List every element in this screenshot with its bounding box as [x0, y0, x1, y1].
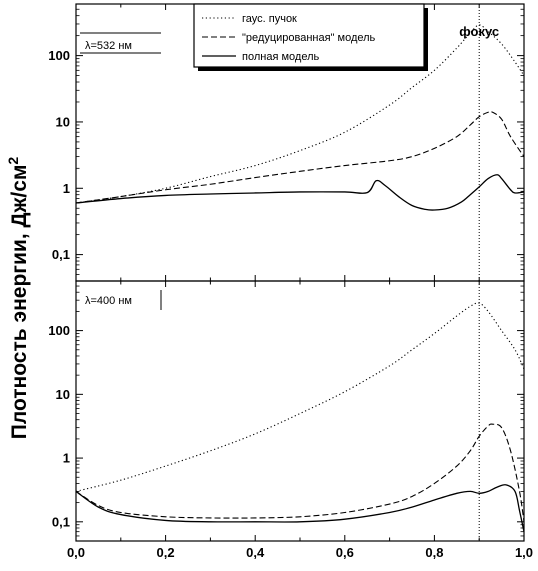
panel-2-series-2-line — [76, 423, 524, 522]
x-tick-label: 0,0 — [67, 545, 85, 560]
panel-2-y-tick-label: 100 — [48, 323, 70, 338]
y-axis-label: Плотность энергии, Дж/см2 — [5, 157, 31, 440]
panel-2-y-tick-label: 10 — [56, 387, 70, 402]
panel-2-series-3-line — [76, 484, 524, 532]
panel-2-series-1-line — [76, 302, 524, 492]
panel-1-series-1-line — [76, 24, 524, 204]
panel-2-y-tick-label: 0,1 — [52, 514, 70, 529]
panel-2-y-tick-label: 1 — [63, 451, 70, 466]
y-axis-label-text: Плотность энергии, Дж/см — [8, 165, 31, 440]
panel-1-y-tick-label: 10 — [56, 114, 70, 129]
plot-layer — [76, 4, 524, 541]
panel-2-frame — [75, 280, 525, 542]
panel-1-wavelength-label: λ=532 нм — [85, 40, 132, 52]
panel-1-y-tick-label: 1 — [63, 181, 70, 196]
panel-2-wavelength-label: λ=400 нм — [85, 295, 132, 307]
x-tick-label: 1,0 — [515, 545, 533, 560]
legend-label-1: гаус. пучок — [242, 13, 297, 25]
focus-label: фокус — [459, 24, 499, 39]
legend-label-2: "редуцированная" модель — [242, 32, 376, 44]
axes-layer: 0,1 1 10 100 λ=532 нм 0,1 1 10 100 λ=400 нм 0,0 0,2… — [48, 3, 533, 560]
panel-1-series-2-line — [76, 110, 524, 204]
panel-1-y-tick-label: 100 — [48, 48, 70, 63]
x-tick-label: 0,2 — [157, 545, 175, 560]
legend-layer: гаус. пучок "редуцированная" модель полная… — [193, 3, 428, 71]
x-tick-label: 0,4 — [246, 545, 265, 560]
x-tick-label: 0,6 — [336, 545, 354, 560]
panel-1-y-tick-label: 0,1 — [52, 247, 70, 262]
panel-1-series-3-line — [76, 174, 524, 211]
legend-label-3: полная модель — [242, 51, 319, 63]
x-tick-label: 0,8 — [425, 545, 443, 560]
y-axis-label-superscript: 2 — [5, 157, 21, 165]
